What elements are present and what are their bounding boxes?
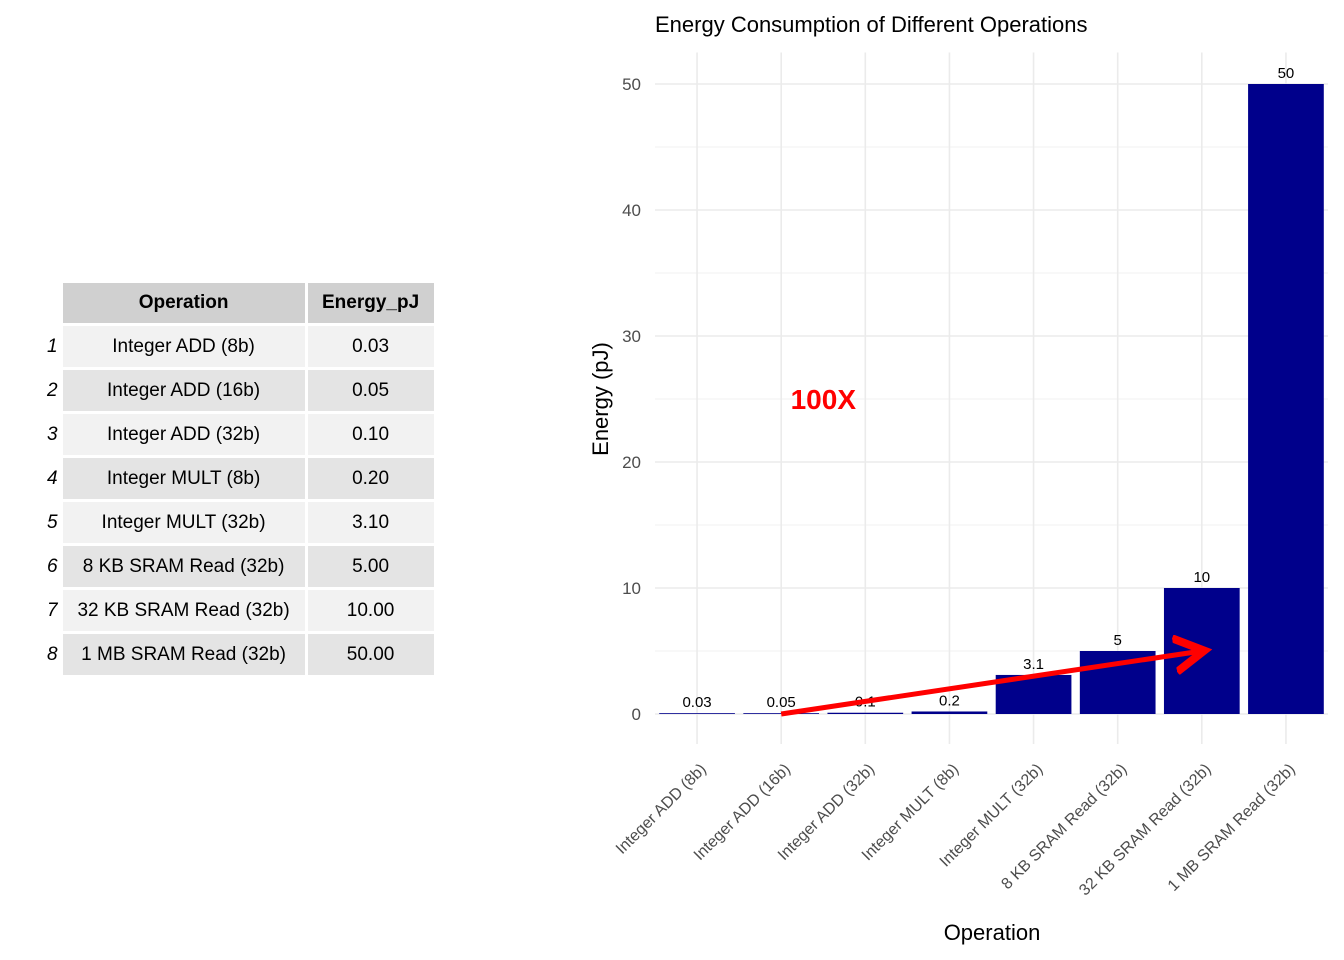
energy-cell: 3.10 [307, 502, 434, 543]
data-label: 0.03 [682, 694, 711, 711]
operation-cell: Integer MULT (32b) [62, 502, 305, 543]
row-index: 3 [47, 423, 58, 445]
energy-cell: 0.20 [307, 458, 434, 499]
operation-cell: Integer MULT (8b) [62, 458, 305, 499]
column-header-energy: Energy_pJ [307, 283, 434, 323]
table-header-row: Operation Energy_pJ [47, 283, 434, 323]
bars [659, 84, 1324, 714]
table-row: 3 Integer ADD (32b) 0.10 [47, 414, 434, 455]
bar [827, 712, 904, 714]
x-axis-title: Operation [944, 920, 1041, 945]
energy-cell: 5.00 [307, 546, 434, 587]
row-index: 1 [47, 335, 58, 357]
energy-table: Operation Energy_pJ 1 Integer ADD (8b) 0.0… [44, 280, 437, 678]
row-index: 6 [47, 555, 58, 577]
annotation-100x: 100X [791, 384, 857, 415]
data-label: 5 [1114, 632, 1122, 649]
operation-cell: 1 MB SRAM Read (32b) [62, 634, 305, 675]
y-tick-label: 20 [622, 453, 641, 472]
annotations: 100X [780, 384, 1202, 717]
row-index: 4 [47, 467, 58, 489]
data-label: 10 [1193, 569, 1210, 586]
y-tick-label: 30 [622, 327, 641, 346]
table-row: 1 Integer ADD (8b) 0.03 [47, 326, 434, 367]
operation-cell: 32 KB SRAM Read (32b) [62, 590, 305, 631]
energy-cell: 0.10 [307, 414, 434, 455]
operation-cell: Integer ADD (8b) [62, 326, 305, 367]
energy-cell: 0.03 [307, 326, 434, 367]
operation-cell: Integer ADD (32b) [62, 414, 305, 455]
column-header-operation: Operation [62, 283, 305, 323]
table-row: 5 Integer MULT (32b) 3.10 [47, 502, 434, 543]
data-label: 3.1 [1023, 656, 1044, 673]
energy-cell: 10.00 [307, 590, 434, 631]
chart-title: Energy Consumption of Different Operatio… [655, 12, 1088, 37]
y-tick-label: 0 [632, 705, 641, 724]
table-body: 1 Integer ADD (8b) 0.03 2 Integer ADD (16b) 0… [47, 326, 434, 675]
table-row: 2 Integer ADD (16b) 0.05 [47, 370, 434, 411]
row-index: 7 [47, 599, 58, 621]
trend-arrow [780, 651, 1202, 717]
energy-cell: 0.05 [307, 370, 434, 411]
table-row: 7 32 KB SRAM Read (32b) 10.00 [47, 590, 434, 631]
row-index: 8 [47, 643, 58, 665]
row-index: 5 [47, 511, 58, 533]
bar [911, 711, 988, 714]
operation-cell: Integer ADD (16b) [62, 370, 305, 411]
y-tick-label: 50 [622, 75, 641, 94]
bar [659, 713, 735, 714]
row-index: 2 [47, 379, 58, 401]
y-tick-label: 40 [622, 201, 641, 220]
y-tick-label: 10 [622, 579, 641, 598]
bar [1248, 84, 1324, 714]
data-label: 50 [1278, 65, 1295, 82]
operation-cell: 8 KB SRAM Read (32b) [62, 546, 305, 587]
x-tick-label: Integer ADD (8b) [613, 761, 710, 858]
table-row: 4 Integer MULT (8b) 0.20 [47, 458, 434, 499]
data-label: 0.05 [767, 694, 796, 711]
y-axis-title: Energy (pJ) [588, 342, 613, 456]
energy-cell: 50.00 [307, 634, 434, 675]
data-label: 0.2 [939, 692, 960, 709]
